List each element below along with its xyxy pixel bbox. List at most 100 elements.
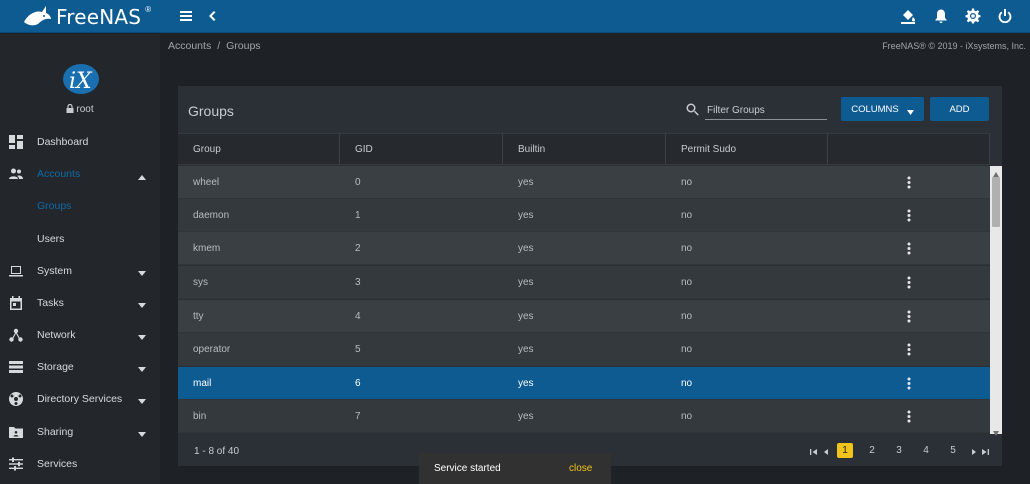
table-row[interactable]: sys 3 yes no [178, 266, 990, 299]
directory-icon [9, 392, 23, 406]
chevron-down-icon [138, 429, 146, 437]
more-vert-icon[interactable] [905, 309, 913, 323]
ix-systems-logo: iX [63, 64, 99, 94]
breadcrumb-groups: Groups [226, 40, 261, 52]
sidebar-item-sharing[interactable]: Sharing [0, 418, 160, 446]
table-row[interactable]: tty 4 yes no [178, 300, 990, 333]
column-header-actions [828, 134, 990, 165]
chevron-down-icon [138, 364, 146, 372]
sidebar-item-label: Network [37, 329, 76, 341]
search-icon [686, 103, 699, 116]
scroll-down-arrow-icon[interactable] [993, 427, 999, 436]
cell-group: bin [193, 411, 207, 422]
cell-group: daemon [193, 210, 230, 221]
cell-gid: 3 [355, 277, 361, 288]
cell-builtin: yes [518, 378, 534, 389]
next-page-icon[interactable] [970, 447, 978, 455]
table-row[interactable]: operator 5 yes no [178, 333, 990, 366]
logo-registered-mark: ® [145, 4, 152, 14]
filter-groups-input[interactable] [705, 101, 827, 120]
more-vert-icon[interactable] [905, 376, 913, 390]
page-1-button[interactable]: 1 [837, 443, 853, 458]
column-header-builtin[interactable]: Builtin [503, 134, 666, 165]
table-row-selected[interactable]: mail 6 yes no [178, 367, 990, 400]
page-2-button[interactable]: 2 [869, 445, 875, 456]
table-row[interactable]: daemon 1 yes no [178, 199, 990, 232]
current-user[interactable]: root [0, 103, 160, 115]
network-icon [9, 328, 23, 342]
cell-gid: 1 [355, 210, 361, 221]
more-vert-icon[interactable] [905, 175, 913, 189]
cell-builtin: yes [518, 344, 534, 355]
cell-builtin: yes [518, 277, 534, 288]
lock-icon [66, 103, 74, 113]
scrollbar-thumb[interactable] [992, 177, 1000, 227]
chevron-left-icon[interactable] [204, 8, 220, 24]
column-header-group[interactable]: Group [178, 134, 340, 165]
sidebar-item-tasks[interactable]: Tasks [0, 289, 160, 317]
theme-bucket-icon[interactable] [900, 8, 916, 24]
columns-button-label: COLUMNS [851, 103, 899, 115]
snackbar-close-button[interactable]: close [569, 463, 593, 474]
columns-button[interactable]: COLUMNS [841, 97, 924, 121]
column-header-gid[interactable]: GID [340, 134, 503, 165]
gear-icon[interactable] [965, 8, 981, 24]
cell-permit-sudo: no [681, 277, 693, 288]
cell-group: kmem [193, 243, 221, 254]
column-header-permit-sudo[interactable]: Permit Sudo [666, 134, 828, 165]
table-scrollbar[interactable] [990, 166, 1002, 436]
sidebar-item-label: Sharing [37, 426, 74, 438]
cell-permit-sudo: no [681, 311, 693, 322]
add-button[interactable]: ADD [930, 97, 989, 121]
scroll-up-arrow-icon[interactable] [993, 168, 999, 177]
sidebar-item-network[interactable]: Network [0, 321, 160, 349]
breadcrumb: Accounts / Groups [168, 40, 261, 52]
more-vert-icon[interactable] [905, 241, 913, 255]
table-row[interactable]: wheel 0 yes no [178, 166, 990, 199]
sidebar-item-label: Users [37, 233, 65, 245]
bell-icon[interactable] [933, 8, 949, 24]
groups-panel: Groups COLUMNS ADD Group GID Builtin Per… [178, 86, 1002, 466]
sidebar-item-label: Groups [37, 200, 72, 212]
page-3-button[interactable]: 3 [896, 445, 902, 456]
cell-gid: 4 [355, 311, 361, 322]
breadcrumb-accounts[interactable]: Accounts [168, 40, 212, 52]
cell-permit-sudo: no [681, 378, 693, 389]
sidebar-item-groups[interactable]: Groups [0, 192, 160, 220]
chevron-up-icon [138, 171, 146, 180]
freenas-logo[interactable]: FreeNAS ® [22, 3, 151, 31]
shark-logo-icon [24, 6, 51, 26]
cell-gid: 6 [355, 378, 361, 389]
last-page-icon[interactable] [981, 447, 989, 455]
sidebar-item-label: Accounts [37, 168, 81, 180]
page-4-button[interactable]: 4 [923, 445, 929, 456]
sidebar-item-directory-services[interactable]: Directory Services [0, 385, 160, 413]
page-5-button[interactable]: 5 [950, 445, 956, 456]
cell-gid: 0 [355, 177, 361, 188]
chevron-down-icon [138, 396, 146, 404]
more-vert-icon[interactable] [905, 275, 913, 289]
first-page-icon[interactable] [810, 447, 818, 455]
more-vert-icon[interactable] [905, 409, 913, 423]
storage-icon [9, 360, 23, 374]
sidebar-item-dashboard[interactable]: Dashboard [0, 128, 160, 156]
power-icon[interactable] [997, 8, 1013, 24]
dashboard-icon [9, 135, 23, 149]
table-row[interactable]: kmem 2 yes no [178, 232, 990, 265]
sidebar-item-system[interactable]: System [0, 257, 160, 285]
previous-page-icon[interactable] [822, 447, 830, 455]
cell-permit-sudo: no [681, 177, 693, 188]
more-vert-icon[interactable] [905, 208, 913, 222]
sidebar-item-accounts[interactable]: Accounts [0, 160, 160, 188]
sidebar-item-users[interactable]: Users [0, 225, 160, 253]
top-bar: FreeNAS ® [0, 0, 1030, 33]
sidebar-item-storage[interactable]: Storage [0, 353, 160, 381]
sidebar-item-services[interactable]: Services [0, 450, 160, 478]
more-vert-icon[interactable] [905, 342, 913, 356]
folder-share-icon [9, 425, 23, 439]
chevron-down-icon [138, 300, 146, 308]
menu-icon[interactable] [178, 8, 194, 24]
sidebar-item-label: Directory Services [37, 393, 123, 405]
snackbar-message: Service started [434, 463, 501, 474]
table-row[interactable]: bin 7 yes no [178, 400, 990, 433]
